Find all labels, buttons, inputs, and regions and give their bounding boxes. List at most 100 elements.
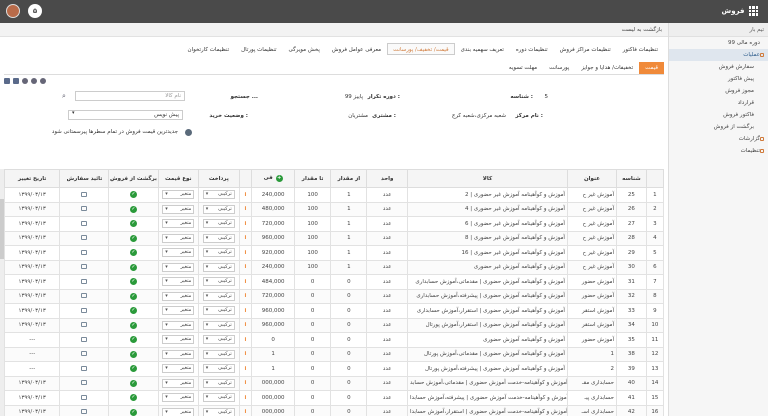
table-row[interactable]: ۱۳۹۹/۰۳/۱۳✓متغیرترکیبیi960,00000عددآموزش… — [3, 317, 665, 333]
check-icon[interactable]: ✓ — [130, 350, 137, 358]
info-icon[interactable]: i — [244, 206, 247, 213]
info-icon[interactable]: i — [244, 380, 247, 387]
price-type-select[interactable]: متغیر — [162, 378, 195, 388]
check-icon[interactable]: ✓ — [130, 408, 137, 416]
add-icon[interactable]: + — [275, 175, 283, 182]
column-header[interactable]: واحد — [366, 169, 408, 188]
check-icon[interactable]: ✓ — [130, 205, 137, 213]
price-type-select[interactable]: متغیر — [162, 219, 195, 229]
notification-icon[interactable]: ۵ — [28, 4, 42, 18]
check-icon[interactable]: ✓ — [130, 365, 137, 373]
check-icon[interactable]: ✓ — [130, 394, 137, 402]
order-icon[interactable] — [81, 249, 88, 255]
center-value[interactable]: شعبه مرکزی،شعبه کرج — [451, 113, 506, 119]
price-type-select[interactable]: متغیر — [162, 248, 195, 258]
folder-icon[interactable] — [13, 78, 19, 84]
column-header[interactable]: برگشت از فروش — [108, 169, 159, 188]
sidebar-header[interactable]: تیم بار — [669, 23, 768, 37]
column-header[interactable]: شناسه — [615, 169, 647, 188]
check-icon[interactable]: ✓ — [130, 379, 137, 387]
customer-value[interactable]: مشتریان — [348, 113, 368, 119]
app-brand[interactable]: فروش — [722, 6, 758, 16]
avatar[interactable] — [6, 4, 20, 18]
scrollbar[interactable] — [0, 169, 4, 416]
sidebar-item[interactable]: تنظیمات — [669, 145, 768, 157]
check-icon[interactable]: ✓ — [130, 292, 137, 300]
price-type-select[interactable]: متغیر — [162, 349, 195, 359]
info-icon[interactable]: i — [244, 235, 247, 242]
table-row[interactable]: ---✓متغیرترکیبیi100عددآموزش و کوآهینامه … — [3, 361, 665, 377]
payment-select[interactable]: ترکیبی — [202, 407, 235, 416]
tab[interactable]: تنظیمات کارتخوان — [187, 47, 230, 53]
sidebar-item[interactable]: سفارش فروش — [669, 61, 768, 73]
table-row[interactable]: ---✓متغیرترکیبیi000عددآموزش و کوآهینامه … — [3, 332, 665, 348]
column-header[interactable]: نوع قیمت — [157, 169, 200, 188]
info-icon[interactable]: i — [244, 307, 247, 314]
payment-select[interactable]: ترکیبی — [202, 277, 235, 287]
refresh-icon[interactable] — [40, 78, 46, 84]
apps-grid-icon[interactable] — [748, 6, 758, 16]
info-icon[interactable]: i — [244, 336, 247, 343]
table-row[interactable]: ۱۳۹۹/۰۳/۱۳✓متغیرترکیبیi720,00000عددآموزش… — [3, 288, 665, 304]
table-row[interactable]: ۱۳۹۹/۰۳/۱۳✓متغیرترکیبیi480,0001001عددآمو… — [3, 201, 665, 217]
order-icon[interactable] — [81, 409, 88, 415]
search-icon[interactable]: ⌕ — [62, 92, 66, 100]
price-type-select[interactable]: متغیر — [162, 393, 195, 403]
info-icon[interactable]: i — [244, 365, 247, 372]
info-icon[interactable]: i — [244, 293, 247, 300]
column-header[interactable]: فی + — [251, 169, 295, 188]
order-icon[interactable] — [81, 336, 88, 342]
tab[interactable]: معرفی عوامل فروش — [331, 47, 382, 53]
tab[interactable]: تنظیمات فاکتور — [622, 47, 658, 53]
sidebar-item[interactable]: قرارداد — [669, 97, 768, 109]
price-type-select[interactable]: متغیر — [162, 277, 195, 287]
table-row[interactable]: ۱۳۹۹/۰۳/۱۳✓متغیرترکیبیi720,0001001عددآمو… — [3, 216, 665, 232]
table-row[interactable]: ۱۳۹۹/۰۳/۱۳✓متغیرترکیبیi960,00000عددآموزش… — [3, 303, 665, 319]
subtab[interactable]: تخفیفات/ هدایا و جوایز — [581, 65, 634, 71]
payment-select[interactable]: ترکیبی — [202, 378, 235, 388]
chevron-down-icon[interactable]: ▾ — [72, 110, 75, 116]
info-icon[interactable]: i — [244, 220, 247, 227]
table-row[interactable]: ۱۳۹۹/۰۳/۱۳✓متغیرترکیبیi240,0001001عددآمو… — [3, 187, 665, 203]
check-icon[interactable]: ✓ — [130, 278, 137, 286]
sidebar-item[interactable]: دوره مالی 99 — [669, 37, 768, 49]
payment-select[interactable]: ترکیبی — [202, 248, 235, 258]
price-type-select[interactable]: متغیر — [162, 204, 195, 214]
column-header[interactable]: عنوان — [566, 169, 617, 188]
order-icon[interactable] — [81, 380, 88, 386]
payment-select[interactable]: ترکیبی — [202, 219, 235, 229]
check-icon[interactable]: ✓ — [130, 191, 137, 199]
column-header[interactable] — [645, 169, 665, 188]
search-input[interactable]: نام کالا — [75, 91, 185, 101]
export-icon[interactable] — [4, 78, 10, 84]
tab[interactable]: قیمت/ تخفیف/ پورسانت — [387, 43, 455, 55]
payment-select[interactable]: ترکیبی — [202, 393, 235, 403]
subtab[interactable]: قیمت — [639, 62, 664, 74]
info-icon[interactable]: i — [244, 278, 247, 285]
order-icon[interactable] — [81, 394, 88, 400]
sidebar-item[interactable]: عملیات — [669, 49, 768, 61]
order-icon[interactable] — [81, 206, 88, 212]
check-icon[interactable]: ✓ — [130, 249, 137, 257]
payment-select[interactable]: ترکیبی — [202, 262, 235, 272]
order-icon[interactable] — [81, 293, 88, 299]
price-type-select[interactable]: متغیر — [162, 364, 195, 374]
table-row[interactable]: ۱۳۹۹/۰۳/۱۳✓متغیرترکیبیi000,00000عددآموزش… — [3, 404, 665, 416]
back-to-list-link[interactable]: بازگشت به لیست — [0, 23, 668, 37]
subtab[interactable]: پورسانت — [549, 65, 570, 71]
price-type-select[interactable]: متغیر — [162, 407, 195, 416]
check-icon[interactable]: ✓ — [130, 263, 137, 271]
sidebar-item[interactable]: گزارشات — [669, 133, 768, 145]
price-type-select[interactable]: متغیر — [162, 291, 195, 301]
payment-select[interactable]: ترکیبی — [202, 306, 235, 316]
column-header[interactable]: تائید سفارش — [59, 169, 110, 188]
sidebar-item[interactable]: مجوز فروش — [669, 85, 768, 97]
print-icon[interactable] — [22, 78, 28, 84]
order-icon[interactable] — [81, 235, 88, 241]
tab[interactable]: تنظیمات پورتال — [241, 47, 277, 53]
info-icon[interactable]: i — [244, 322, 247, 329]
check-icon[interactable]: ✓ — [130, 234, 137, 242]
table-row[interactable]: ۱۳۹۹/۰۳/۱۳✓متغیرترکیبیi000,00000عددآموزش… — [3, 390, 665, 406]
payment-select[interactable]: ترکیبی — [202, 349, 235, 359]
column-header[interactable]: تاریخ تغییر — [3, 169, 61, 188]
